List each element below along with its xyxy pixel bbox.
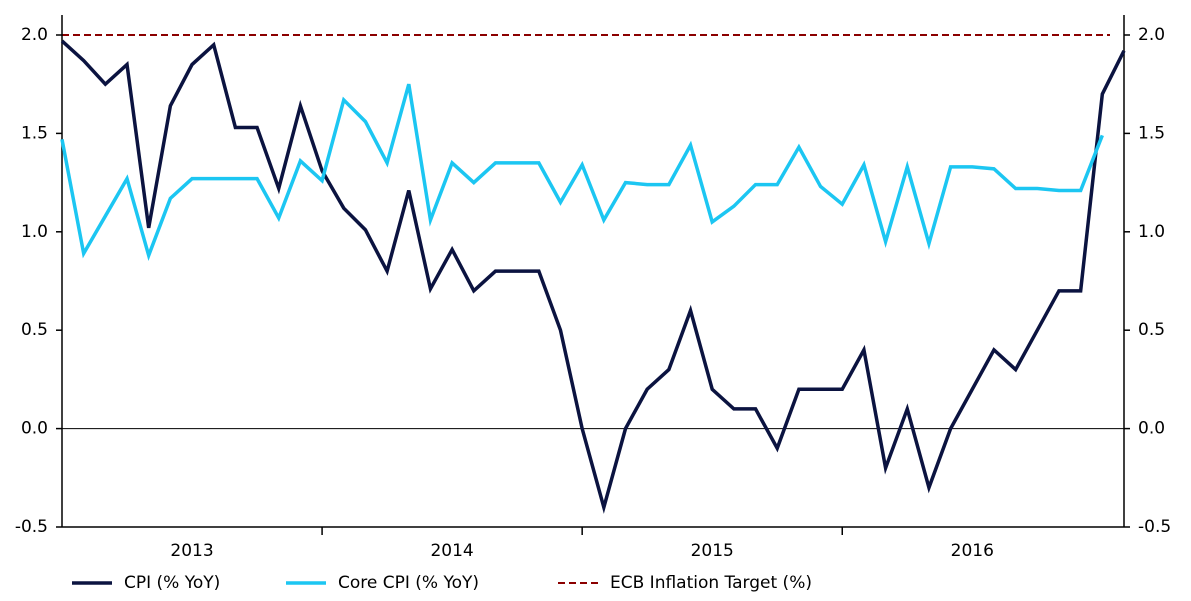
legend-label: ECB Inflation Target (%) (610, 573, 812, 593)
x-group-label: 2015 (691, 541, 734, 561)
y2-tick-label: 2.0 (1138, 25, 1165, 45)
y2-tick-label: 0.0 (1138, 419, 1165, 439)
x-group-label: 2013 (170, 541, 213, 561)
y-tick-label: 0.5 (21, 320, 48, 340)
y-tick-label: 1.0 (21, 222, 48, 242)
legend-label: Core CPI (% YoY) (338, 573, 479, 593)
legend-label: CPI (% YoY) (124, 573, 220, 593)
y-tick-label: 1.5 (21, 123, 48, 143)
y2-tick-label: 1.0 (1138, 222, 1165, 242)
series-line (60, 39, 1126, 514)
y2-tick-label: 1.5 (1138, 123, 1165, 143)
series-line (60, 83, 1104, 261)
y2-tick-label: 0.5 (1138, 320, 1165, 340)
x-group-label: 2014 (430, 541, 473, 561)
y2-tick-label: -0.5 (1138, 517, 1171, 537)
y-tick-label: -0.5 (15, 517, 48, 537)
y-tick-label: 0.0 (21, 419, 48, 439)
x-group-label: 2016 (951, 541, 994, 561)
y-tick-label: 2.0 (21, 25, 48, 45)
